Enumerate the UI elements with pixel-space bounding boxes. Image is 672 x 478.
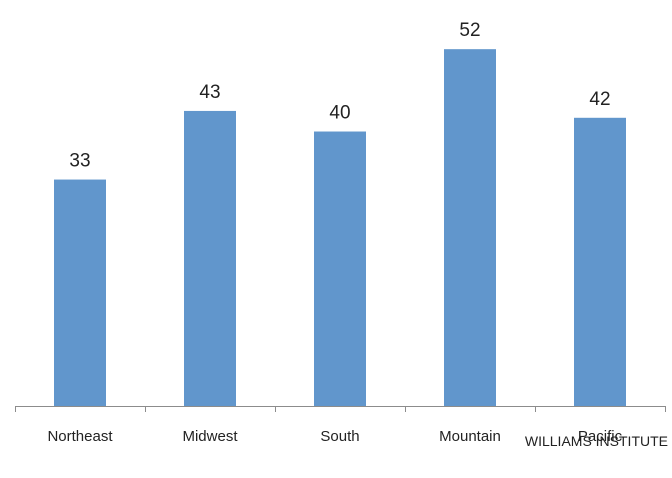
bar-northeast bbox=[54, 179, 106, 406]
bars bbox=[54, 49, 626, 407]
data-label-midwest: 43 bbox=[199, 82, 220, 103]
x-tick-label-northeast: Northeast bbox=[47, 428, 113, 445]
x-axis-tick-labels: Northeast Midwest South Mountain Pacific bbox=[47, 428, 622, 445]
x-tick-label-south: South bbox=[320, 428, 359, 445]
data-label-south: 40 bbox=[329, 103, 350, 124]
bar-south bbox=[314, 131, 366, 406]
x-tick-label-pacific: Pacific bbox=[578, 428, 623, 445]
x-tick-label-mountain: Mountain bbox=[439, 428, 501, 445]
x-tick-label-midwest: Midwest bbox=[182, 428, 238, 445]
bar-midwest bbox=[184, 110, 236, 407]
bar-mountain bbox=[444, 49, 496, 406]
data-labels: 33 43 40 52 42 bbox=[69, 20, 610, 171]
data-label-mountain: 52 bbox=[459, 20, 480, 41]
x-axis-ticks bbox=[15, 406, 666, 412]
bar-pacific bbox=[574, 117, 626, 407]
source-label: WILLIAMS INSTITUTE bbox=[524, 433, 668, 449]
data-label-northeast: 33 bbox=[69, 151, 90, 172]
data-label-pacific: 42 bbox=[589, 89, 610, 110]
